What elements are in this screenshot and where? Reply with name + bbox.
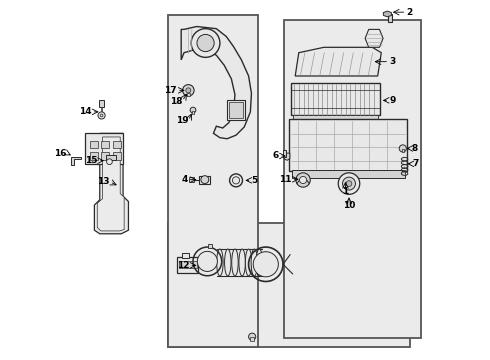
Circle shape [100, 114, 103, 117]
Text: 4: 4 [181, 175, 188, 184]
Bar [101, 140, 109, 148]
Bar [293, 170, 405, 178]
Circle shape [183, 85, 194, 96]
Bar [389, 14, 392, 22]
Polygon shape [383, 11, 392, 17]
Text: 15: 15 [85, 156, 98, 165]
Circle shape [186, 88, 191, 93]
Bar [227, 100, 245, 120]
Bar [168, 223, 410, 347]
Text: 2: 2 [406, 8, 413, 17]
Circle shape [107, 159, 112, 165]
Bar [168, 15, 258, 347]
Circle shape [98, 112, 105, 119]
Ellipse shape [256, 249, 263, 276]
Bar [402, 149, 404, 152]
Text: 8: 8 [412, 144, 418, 153]
Text: 18: 18 [170, 96, 182, 105]
Bar [113, 152, 121, 160]
Bar [182, 253, 190, 258]
Circle shape [191, 29, 220, 57]
Bar [90, 140, 98, 148]
Bar [189, 177, 194, 182]
Bar [229, 102, 243, 118]
Ellipse shape [251, 249, 258, 276]
Circle shape [248, 333, 256, 340]
Bar [208, 244, 212, 248]
Bar [179, 261, 196, 268]
Bar [293, 115, 378, 119]
Bar [106, 155, 116, 159]
Bar [199, 176, 210, 184]
Text: 13: 13 [98, 177, 110, 186]
Polygon shape [95, 134, 128, 234]
Ellipse shape [239, 249, 245, 276]
Ellipse shape [232, 249, 238, 276]
Circle shape [343, 177, 355, 190]
Bar [283, 150, 286, 157]
Polygon shape [295, 47, 381, 76]
Polygon shape [72, 157, 81, 165]
Text: 7: 7 [413, 159, 419, 168]
Bar [291, 83, 380, 116]
Circle shape [232, 177, 240, 184]
Circle shape [296, 173, 310, 187]
Bar [187, 93, 190, 96]
Bar [101, 107, 102, 111]
Text: 17: 17 [164, 86, 177, 95]
Circle shape [299, 176, 307, 184]
Circle shape [197, 251, 218, 271]
Polygon shape [97, 137, 124, 231]
Bar [85, 134, 123, 164]
Polygon shape [285, 153, 290, 160]
Text: 12: 12 [177, 261, 190, 270]
Ellipse shape [224, 249, 231, 276]
Text: 9: 9 [389, 96, 395, 105]
Bar [289, 119, 407, 171]
Text: 1: 1 [343, 187, 348, 196]
Bar [101, 152, 109, 160]
Circle shape [338, 173, 360, 194]
Circle shape [253, 252, 278, 277]
Text: 5: 5 [251, 176, 258, 185]
Ellipse shape [245, 249, 252, 276]
Text: 6: 6 [273, 152, 279, 161]
Bar [177, 257, 198, 273]
Circle shape [346, 181, 352, 186]
Bar [113, 140, 121, 148]
Circle shape [197, 35, 214, 51]
Bar [250, 337, 254, 341]
Text: 19: 19 [176, 116, 188, 125]
Text: 3: 3 [389, 57, 395, 66]
Text: 14: 14 [79, 107, 92, 116]
Bar [90, 152, 98, 160]
Bar [285, 21, 421, 338]
Polygon shape [181, 27, 251, 139]
Text: 16: 16 [54, 149, 67, 158]
Circle shape [201, 176, 209, 184]
Circle shape [190, 107, 196, 113]
Circle shape [399, 145, 406, 152]
Text: 10: 10 [343, 201, 355, 210]
Ellipse shape [217, 249, 223, 276]
Text: 11: 11 [279, 175, 292, 184]
Polygon shape [365, 30, 383, 47]
Bar [192, 111, 194, 114]
Bar [99, 100, 104, 107]
